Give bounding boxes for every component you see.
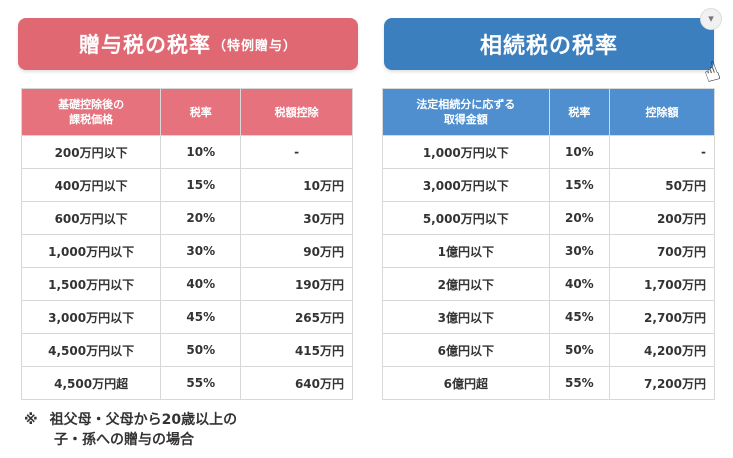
table-row: 4,500万円以下 50% 415万円 [20, 333, 353, 367]
table-row: 1,500万円以下 40% 190万円 [20, 267, 353, 301]
table-row: 6億円以下 50% 4,200万円 [382, 333, 715, 367]
special-gift-note: ※ 祖父母・父母から20歳以上の 子・孫への贈与の場合 [24, 410, 237, 450]
gift-tax-panel: 贈与税の税率 （特例贈与） 基礎控除後の 課税価格 税率 税額控除 200万円以下… [18, 18, 358, 400]
deduction-cell: - [609, 135, 715, 169]
amount-cell: 6億円以下 [382, 333, 550, 367]
amount-cell: 1,500万円以下 [20, 267, 162, 301]
header-acquired-amount: 法定相続分に応ずる 取得金額 [382, 88, 550, 136]
deduction-cell: 30万円 [240, 201, 353, 235]
chevron-down-icon[interactable]: ▾ [700, 8, 722, 30]
inheritance-tax-table: 法定相続分に応ずる 取得金額 税率 控除額 1,000万円以下 10% -3,000… [382, 88, 715, 400]
header-deduction: 控除額 [609, 88, 715, 136]
table-row: 3,000万円以下 15% 50万円 [382, 168, 715, 202]
deduction-cell: 90万円 [240, 234, 353, 268]
table-row: 2億円以下 40% 1,700万円 [382, 267, 715, 301]
table-row: 200万円以下 10% - [20, 135, 353, 169]
rate-cell: 15% [160, 168, 242, 202]
rate-cell: 10% [548, 135, 611, 169]
gift-tax-title-main: 贈与税の税率 [78, 33, 211, 57]
table-row: 3億円以下 45% 2,700万円 [382, 300, 715, 334]
header-taxable-amount: 基礎控除後の 課税価格 [20, 88, 162, 136]
deduction-cell: 190万円 [240, 267, 353, 301]
rate-cell: 10% [160, 135, 242, 169]
amount-cell: 2億円以下 [382, 267, 550, 301]
amount-cell: 3,000万円以下 [382, 168, 550, 202]
amount-cell: 4,500万円以下 [20, 333, 162, 367]
amount-cell: 600万円以下 [20, 201, 162, 235]
rate-cell: 30% [548, 234, 611, 268]
header-rate: 税率 [548, 88, 611, 136]
note-mark: ※ [24, 412, 38, 428]
rate-cell: 55% [548, 366, 611, 400]
inheritance-tax-title: 相続税の税率 [384, 18, 714, 70]
table-row: 6億円超 55% 7,200万円 [382, 366, 715, 400]
header-deduction: 税額控除 [240, 88, 353, 136]
amount-cell: 6億円超 [382, 366, 550, 400]
rate-cell: 40% [548, 267, 611, 301]
deduction-cell: 1,700万円 [609, 267, 715, 301]
table-row: 5,000万円以下 20% 200万円 [382, 201, 715, 235]
gift-tax-table: 基礎控除後の 課税価格 税率 税額控除 200万円以下 10% -400万円以下 15… [20, 88, 353, 400]
deduction-cell: 4,200万円 [609, 333, 715, 367]
table-row: 1,000万円以下 30% 90万円 [20, 234, 353, 268]
rate-cell: 55% [160, 366, 242, 400]
table-row: 600万円以下 20% 30万円 [20, 201, 353, 235]
table-row: 1億円以下 30% 700万円 [382, 234, 715, 268]
hand-cursor-icon: ☝ [699, 56, 725, 90]
rate-cell: 15% [548, 168, 611, 202]
deduction-cell: - [240, 135, 353, 169]
amount-cell: 400万円以下 [20, 168, 162, 202]
gift-tax-title: 贈与税の税率 （特例贈与） [18, 18, 358, 70]
amount-cell: 1,000万円以下 [382, 135, 550, 169]
rate-cell: 40% [160, 267, 242, 301]
table-row: 3,000万円以下 45% 265万円 [20, 300, 353, 334]
amount-cell: 1億円以下 [382, 234, 550, 268]
deduction-cell: 700万円 [609, 234, 715, 268]
rate-cell: 50% [160, 333, 242, 367]
table-row: 1,000万円以下 10% - [382, 135, 715, 169]
deduction-cell: 10万円 [240, 168, 353, 202]
rate-cell: 20% [160, 201, 242, 235]
amount-cell: 4,500万円超 [20, 366, 162, 400]
deduction-cell: 415万円 [240, 333, 353, 367]
table-row: 400万円以下 15% 10万円 [20, 168, 353, 202]
amount-cell: 5,000万円以下 [382, 201, 550, 235]
amount-cell: 3億円以下 [382, 300, 550, 334]
deduction-cell: 2,700万円 [609, 300, 715, 334]
gift-tax-title-sub: （特例贈与） [212, 38, 297, 54]
rate-cell: 30% [160, 234, 242, 268]
rate-cell: 50% [548, 333, 611, 367]
amount-cell: 200万円以下 [20, 135, 162, 169]
inheritance-tax-panel: 相続税の税率 法定相続分に応ずる 取得金額 税率 控除額 1,000万円以下 10… [380, 18, 720, 400]
amount-cell: 3,000万円以下 [20, 300, 162, 334]
note-line-2: 子・孫への贈与の場合 [54, 432, 194, 448]
table-header-row: 法定相続分に応ずる 取得金額 税率 控除額 [382, 88, 715, 136]
amount-cell: 1,000万円以下 [20, 234, 162, 268]
note-line-1: 祖父母・父母から20歳以上の [49, 412, 238, 428]
rate-cell: 45% [160, 300, 242, 334]
deduction-cell: 640万円 [240, 366, 353, 400]
header-rate: 税率 [160, 88, 242, 136]
deduction-cell: 265万円 [240, 300, 353, 334]
rate-cell: 20% [548, 201, 611, 235]
deduction-cell: 50万円 [609, 168, 715, 202]
deduction-cell: 7,200万円 [609, 366, 715, 400]
rate-cell: 45% [548, 300, 611, 334]
deduction-cell: 200万円 [609, 201, 715, 235]
table-header-row: 基礎控除後の 課税価格 税率 税額控除 [20, 88, 353, 136]
table-row: 4,500万円超 55% 640万円 [20, 366, 353, 400]
